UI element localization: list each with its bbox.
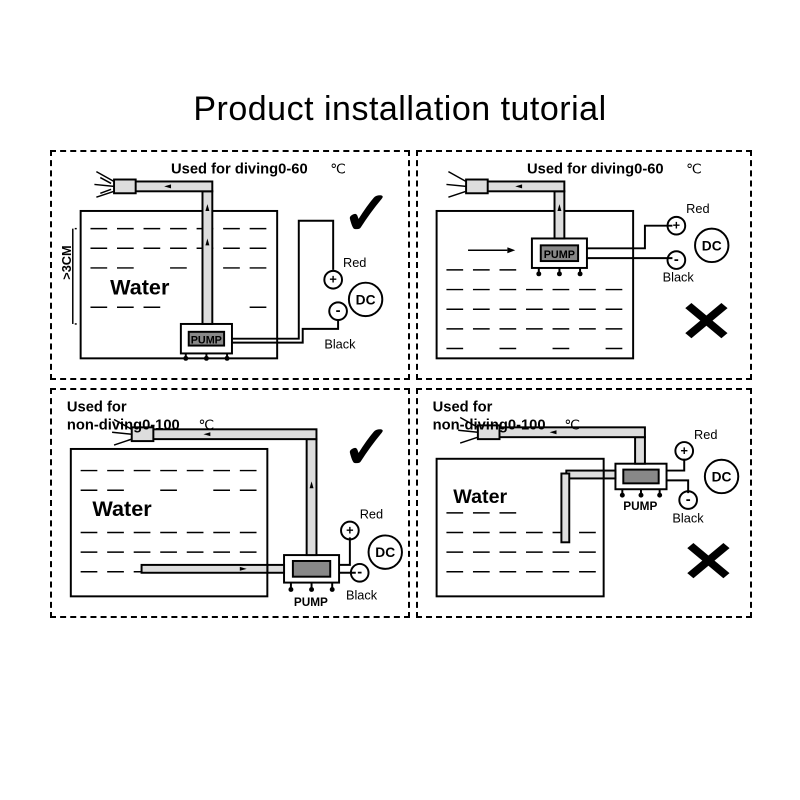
- panel-diving-correct: Water PUMP >3CM: [50, 150, 410, 380]
- minus-icon: -: [686, 492, 691, 508]
- water-label: Water: [453, 486, 507, 508]
- panel-caption2: non-diving0-100: [433, 417, 546, 433]
- dc-label: DC: [375, 545, 395, 560]
- panel-nondiving-wrong: Water PUMP: [416, 388, 752, 618]
- celsius-icon: ℃: [564, 417, 579, 432]
- minus-icon: -: [357, 565, 362, 581]
- black-label: Black: [663, 270, 695, 285]
- celsius-icon: ℃: [199, 417, 214, 432]
- dc-label: DC: [356, 292, 376, 307]
- black-label: Black: [672, 511, 704, 526]
- black-label: Black: [346, 587, 378, 602]
- panel-caption: Used for: [433, 400, 493, 416]
- red-label: Red: [694, 427, 717, 442]
- minus-icon: -: [674, 252, 679, 268]
- panel-nondiving-correct: Water PUMP: [50, 388, 410, 618]
- red-label: Red: [686, 201, 709, 216]
- page: Product installation tutorial Water PUMP: [0, 0, 800, 800]
- page-title: Product installation tutorial: [0, 0, 800, 137]
- pump-label: PUMP: [544, 249, 575, 261]
- check-icon: ✓: [342, 418, 392, 478]
- plus-icon: +: [680, 443, 687, 458]
- water-label: Water: [110, 274, 170, 299]
- cross-icon: ✕: [680, 534, 736, 590]
- pump-label: PUMP: [623, 500, 657, 513]
- panel-caption: Used for diving0-60: [527, 162, 664, 178]
- panel-caption: Used for: [67, 400, 127, 416]
- panel-caption: Used for diving0-60: [171, 162, 308, 178]
- red-label: Red: [343, 255, 366, 270]
- pump-label: PUMP: [191, 335, 222, 347]
- red-label: Red: [360, 507, 383, 522]
- dc-label: DC: [702, 238, 722, 253]
- celsius-icon: ℃: [686, 162, 701, 177]
- panel-diving-wrong: PUMP + Red -: [416, 150, 752, 380]
- panel-caption2: non-diving0-100: [67, 417, 180, 433]
- minus-icon: -: [336, 303, 341, 319]
- water-label: Water: [92, 496, 152, 521]
- celsius-icon: ℃: [330, 162, 345, 177]
- depth-label: >3CM: [59, 245, 74, 279]
- plus-icon: +: [329, 272, 336, 287]
- plus-icon: +: [673, 218, 680, 233]
- check-icon: ✓: [342, 184, 392, 244]
- dc-label: DC: [712, 469, 732, 484]
- diagram-grid: Water PUMP >3CM: [50, 150, 750, 618]
- cross-icon: ✕: [678, 294, 734, 350]
- plus-icon: +: [346, 522, 353, 537]
- black-label: Black: [324, 337, 356, 352]
- pump-label: PUMP: [294, 596, 328, 609]
